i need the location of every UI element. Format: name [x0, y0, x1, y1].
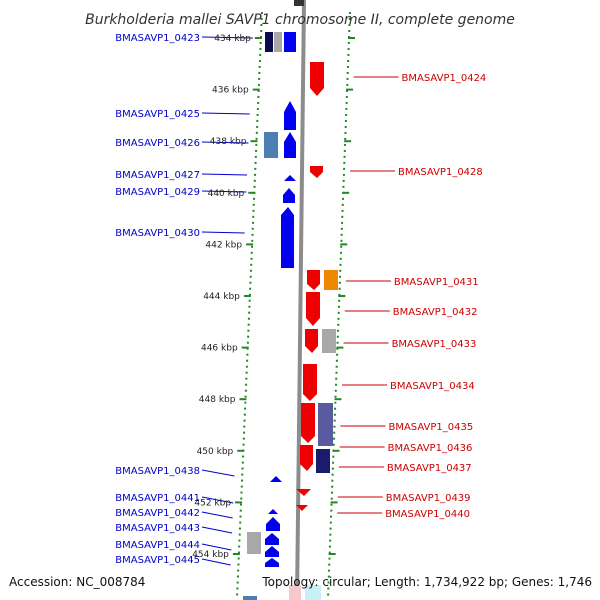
gene-arrow-0440 [296, 505, 308, 511]
forward-features [243, 0, 304, 600]
leader-line [201, 231, 245, 234]
gene-label: BMASAVP1_0430 [115, 228, 200, 239]
gene-label: BMASAVP1_0423 [115, 33, 200, 44]
gene-label: BMASAVP1_0443 [115, 523, 200, 534]
leader-line [201, 543, 232, 551]
gene-label: BMASAVP1_0435 [388, 422, 473, 433]
gene-label: BMASAVP1_0439 [386, 493, 471, 504]
gene-arrow-0442 [266, 517, 280, 531]
tick-marks [232, 37, 356, 555]
gene-bar [318, 403, 333, 446]
gene-arrow-0443 [265, 533, 279, 545]
accession-text: Accession: NC_008784 [9, 575, 145, 589]
gene-arrow-0431 [307, 270, 320, 290]
left-gene-labels: BMASAVP1_0423 BMASAVP1_0425 BMASAVP1_0426 B… [115, 33, 200, 566]
tick-label: 434 kbp [214, 34, 251, 44]
leader-line [201, 112, 250, 115]
gene-label: BMASAVP1_0428 [398, 167, 483, 178]
gene-arrow-0434 [303, 364, 317, 401]
gene-label: BMASAVP1_0438 [115, 466, 200, 477]
map-title: Burkholderia mallei SAVP1 chromosome II,… [85, 12, 515, 28]
tick-label: 440 kbp [208, 189, 245, 199]
gene-bar [247, 532, 261, 554]
gene-label: BMASAVP1_0427 [115, 170, 200, 181]
gene-bar [274, 32, 282, 52]
gene-label: BMASAVP1_0433 [392, 339, 477, 350]
gene-label: BMASAVP1_0431 [394, 277, 479, 288]
gene-label: BMASAVP1_0436 [388, 443, 473, 454]
gene-bar [294, 0, 304, 6]
reverse-features [289, 62, 338, 600]
gene-bar [264, 132, 278, 158]
gene-label: BMASAVP1_0432 [393, 307, 478, 318]
gene-arrow-0430 [281, 207, 294, 268]
gene-label: BMASAVP1_0444 [115, 540, 200, 551]
leader-line [201, 141, 249, 144]
gene-bar [265, 32, 273, 52]
gene-arrow-0433 [305, 329, 318, 353]
leader-lines [201, 36, 399, 566]
gene-arrow-0428 [310, 166, 323, 178]
gene-label: BMASAVP1_0445 [115, 555, 200, 566]
gene-label: BMASAVP1_0441 [115, 493, 200, 504]
right-axis-dots [327, 11, 351, 599]
gene-arrow-0439 [296, 489, 311, 496]
gene-bar [289, 585, 301, 600]
gene-arrow-0444 [265, 546, 279, 557]
leader-line [201, 469, 235, 477]
tick-label: 442 kbp [205, 240, 242, 250]
leader-line [201, 526, 233, 534]
gene-arrow-0424 [310, 62, 324, 96]
gene-label: BMASAVP1_0434 [390, 381, 475, 392]
tick-label: 450 kbp [197, 447, 234, 457]
gene-arrow-0429 [283, 188, 295, 203]
gene-arrow-0435 [301, 403, 315, 443]
gene-arrow-0426 [284, 132, 296, 158]
gene-label: BMASAVP1_0440 [385, 509, 470, 520]
leader-line [201, 496, 234, 504]
leader-line [201, 511, 233, 519]
tick-label: 448 kbp [199, 395, 236, 405]
gene-arrow-0432 [306, 292, 320, 326]
tick-label: 452 kbp [194, 498, 231, 508]
tick-label: 444 kbp [203, 292, 240, 302]
tick-label: 438 kbp [210, 137, 247, 147]
leader-line [201, 190, 247, 193]
gene-label: BMASAVP1_0442 [115, 508, 200, 519]
gene-label: BMASAVP1_0429 [115, 187, 200, 198]
leader-line [201, 36, 253, 39]
gene-bar [316, 449, 330, 473]
tick-labels: 434 kbp 436 kbp 438 kbp 440 kbp 442 kbp 444 k… [192, 34, 251, 560]
gene-bar [243, 596, 257, 600]
topology-text: Topology: circular; Length: 1,734,922 bp… [261, 575, 592, 589]
chromosome-backbone [295, 0, 306, 600]
leader-line [201, 558, 231, 566]
gene-bar [322, 329, 336, 353]
gene-arrow-0445 [265, 558, 279, 567]
leader-line [201, 173, 248, 176]
gene-label: BMASAVP1_0426 [115, 138, 200, 149]
right-gene-labels: BMASAVP1_0424 BMASAVP1_0428 BMASAVP1_0431 B… [385, 73, 486, 520]
gene-arrow-0441 [268, 509, 278, 514]
gene-arrow-0427 [284, 175, 296, 181]
gene-arrow-0438 [270, 476, 282, 482]
gene-bar [305, 585, 321, 600]
gene-bar [324, 270, 338, 290]
gene-label: BMASAVP1_0437 [387, 463, 472, 474]
left-axis-dots [236, 11, 263, 599]
tick-label: 436 kbp [212, 86, 249, 96]
gene-label: BMASAVP1_0424 [402, 73, 487, 84]
tick-label: 446 kbp [201, 344, 238, 354]
gene-label: BMASAVP1_0425 [115, 109, 200, 120]
tick-label: 454 kbp [192, 550, 229, 560]
gene-arrow-0436 [300, 445, 313, 471]
gene-arrow-0425 [284, 101, 296, 130]
gene-arrow-0423 [284, 32, 296, 52]
